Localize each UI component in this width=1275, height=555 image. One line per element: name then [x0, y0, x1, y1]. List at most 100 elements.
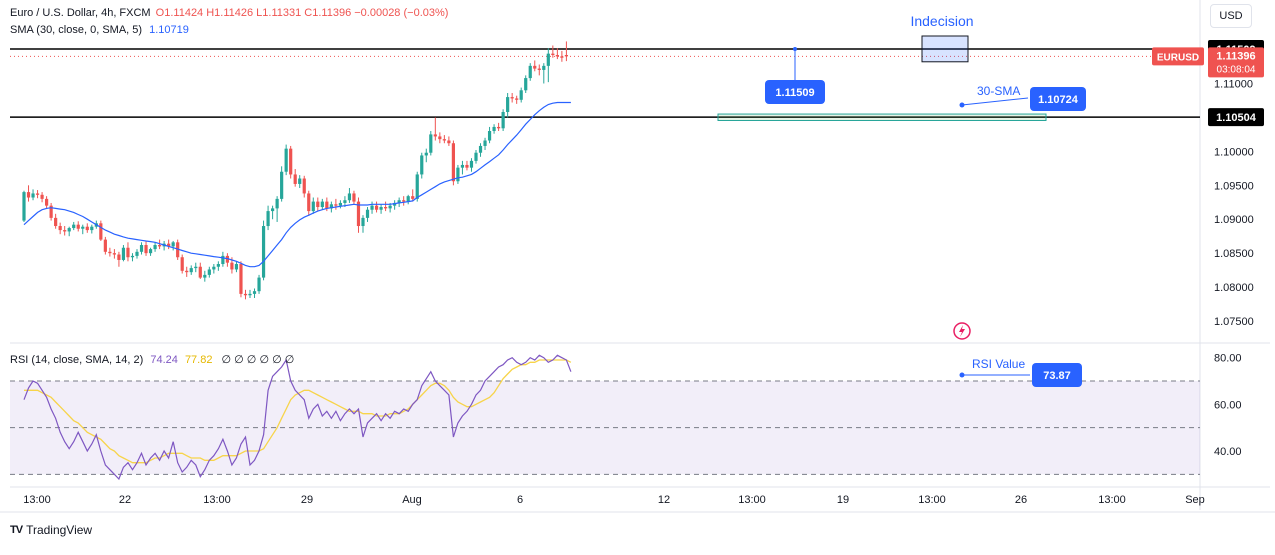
candle-body: [234, 264, 239, 270]
candle-body: [365, 209, 370, 218]
candle-body: [271, 208, 275, 212]
candle-body: [478, 145, 483, 153]
candle-body: [311, 201, 315, 212]
tradingview-brand: TradingView: [26, 523, 93, 537]
symbol-title: Euro / U.S. Dollar, 4h, FXCM: [10, 7, 151, 19]
candle-body: [121, 247, 126, 260]
rsi-legend-label: RSI (14, close, SMA, 14, 2): [10, 354, 144, 366]
candle-body: [72, 224, 76, 229]
candle-body: [284, 148, 288, 172]
candle-body: [230, 262, 234, 270]
candle-body: [524, 78, 528, 91]
candle-body: [487, 131, 492, 141]
tradingview-logo[interactable]: TV TradingView: [10, 523, 92, 537]
candle-body: [203, 274, 207, 278]
candle-body: [189, 268, 193, 273]
candle-body: [293, 174, 297, 184]
countdown-text: 03:08:04: [1217, 64, 1256, 75]
candle-body: [49, 205, 53, 218]
rsi-ma-line: [24, 359, 572, 464]
candle-body: [384, 207, 388, 209]
sma-legend: SMA (30, close, 0, SMA, 5) 1.10719: [10, 24, 189, 36]
candle-body: [438, 136, 442, 140]
current-price-text: 1.11396: [1216, 50, 1255, 62]
indecision-box: [921, 35, 969, 63]
candle-body: [307, 193, 311, 212]
rsi-callout-value: 73.87: [1043, 370, 1071, 382]
support-price-tag: [1208, 108, 1264, 127]
candle-body: [542, 65, 546, 70]
rsi-legend: RSI (14, close, SMA, 14, 2) 74.24 77.82 …: [10, 353, 294, 366]
sma-legend-value: 1.10719: [149, 24, 189, 36]
price-tick-label: 1.09500: [1214, 180, 1254, 192]
candle-body: [58, 226, 62, 231]
candle-body: [67, 228, 71, 232]
candle-body: [492, 126, 496, 132]
price-tick-label: 1.08000: [1214, 282, 1254, 294]
time-tick-label: Aug: [402, 494, 422, 506]
indecision-label: Indecision: [910, 13, 973, 29]
candle-body: [406, 196, 410, 202]
candle-body: [126, 247, 130, 258]
symbol-tag: [1152, 47, 1204, 66]
time-tick-label: 26: [1015, 494, 1027, 506]
candle-body: [221, 255, 225, 265]
candle-body: [352, 193, 356, 202]
time-tick-label: 13:00: [738, 494, 766, 506]
candle-body: [510, 97, 514, 99]
candle-body: [320, 201, 324, 208]
price-tick-label: 1.11000: [1214, 79, 1253, 91]
candle-body: [158, 245, 162, 247]
candle-body: [469, 160, 474, 168]
candle-body: [429, 134, 433, 153]
candle-body: [108, 251, 112, 254]
time-tick-label: 13:00: [918, 494, 946, 506]
candle-body: [112, 253, 116, 255]
candle-body: [420, 155, 424, 175]
sma-callout-label: 30-SMA: [977, 84, 1020, 98]
candle-body: [239, 264, 243, 294]
time-tick-label: 13:00: [203, 494, 231, 506]
chart-legend-main: Euro / U.S. Dollar, 4h, FXCM O1.11424 H1…: [10, 7, 448, 19]
candle-body: [167, 243, 171, 247]
time-tick-label: 6: [517, 494, 523, 506]
event-icon: [953, 322, 971, 340]
candle-body: [397, 200, 401, 203]
candle-body: [185, 270, 189, 273]
candle-body: [45, 198, 49, 206]
rsi-tick-label: 60.00: [1214, 399, 1242, 411]
symbol-tag-text: EURUSD: [1157, 52, 1199, 63]
candle-body: [180, 257, 184, 271]
currency-button[interactable]: USD: [1210, 4, 1252, 28]
candle-body: [26, 192, 31, 198]
candle-body: [388, 205, 392, 209]
candle-body: [90, 226, 94, 231]
candle-body: [117, 254, 121, 260]
rsi-callout-box: [1032, 363, 1082, 387]
candle-body: [275, 198, 279, 209]
candle-body: [99, 223, 103, 240]
candle-body: [316, 201, 320, 208]
candle-body: [447, 140, 451, 144]
candle-body: [393, 202, 397, 206]
candle-body: [63, 230, 67, 232]
candle-body: [148, 249, 153, 254]
ohlc-values: O1.11424 H1.11426 L1.11331 C1.11396 −0.0…: [155, 7, 449, 19]
rsi-ma-legend-value: 77.82: [184, 354, 213, 366]
candle-body: [460, 164, 465, 168]
candle-body: [433, 134, 437, 137]
candle-body: [537, 68, 541, 70]
candle-body: [248, 293, 252, 296]
candle-body: [54, 217, 58, 227]
candle-body: [374, 205, 379, 210]
candle-body: [560, 56, 564, 58]
candle-body: [483, 140, 487, 146]
candle-body: [31, 193, 35, 198]
price-tick-label: 1.07500: [1214, 316, 1254, 328]
candle-body: [76, 224, 80, 229]
candle-body: [506, 97, 510, 113]
rsi-legend-extra: ∅ ∅ ∅ ∅ ∅ ∅: [221, 354, 295, 366]
candle-body: [198, 266, 202, 278]
